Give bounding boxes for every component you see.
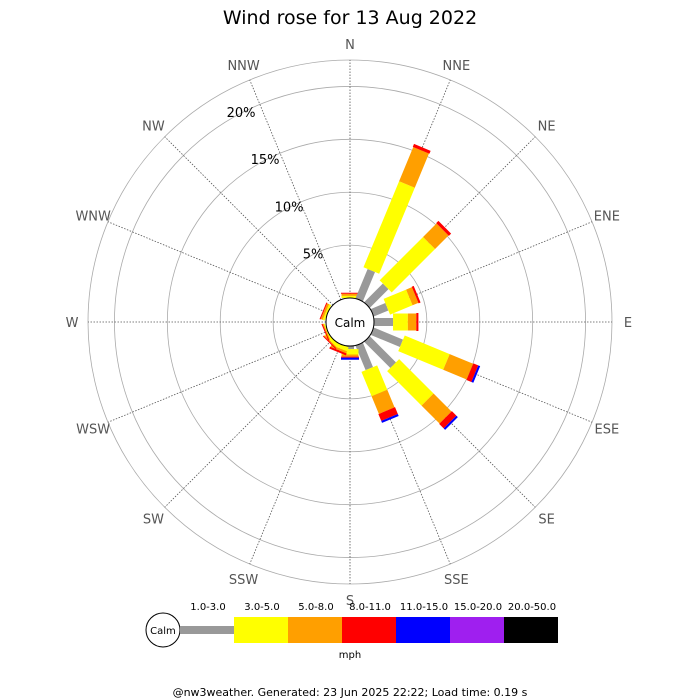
bar-sse-bin-2 [371,389,395,414]
bar-ne-bin-2 [423,223,449,249]
bar-ene-bin-0 [370,303,389,317]
direction-label-wnw: WNW [75,210,111,225]
ring-labels: 5% 10% 15% 20% [227,106,324,262]
direction-label-ne: NE [538,119,556,134]
bar-ne-bin-3 [436,220,452,236]
footer-text: @nw3weather. Generated: 23 Jun 2025 22:2… [173,686,528,699]
legend-swatch-6 [504,617,558,643]
legend-swatch-5 [450,617,504,643]
bar-nne-bin-3 [412,143,431,154]
bar-nne-bin-2 [399,147,429,188]
ring-label-15: 15% [251,153,280,168]
bar-ese-bin-4 [471,365,481,383]
bar-sw-bin-3 [322,335,337,350]
bar-ene-bin-1 [383,289,413,315]
bar-sse-bin-0 [355,342,373,371]
bar-ne-bin-0 [364,283,389,308]
spoke-nnw [249,79,342,300]
ring-5 [272,244,428,400]
legend-label-2: 5.0-8.0 [298,602,333,613]
bar-ssw-bin-3 [329,346,347,356]
direction-label-nnw: NNW [227,59,259,74]
direction-label-ssw: SSW [229,573,259,588]
direction-label-sse: SSE [444,573,469,588]
legend-swatch-0 [180,626,234,634]
direction-label-n: N [345,38,355,53]
calm-center: Calm [325,297,375,347]
bar-se-bin-1 [387,359,434,406]
legend-swatches: 1.0-3.0 3.0-5.0 5.0-8.0 8.0-11.0 11.0-15.0 15… [180,602,558,643]
legend-swatch-3 [342,617,396,643]
bar-sse-bin-4 [381,414,399,423]
bar-ese-bin-0 [370,327,404,348]
direction-label-wsw: WSW [76,422,110,437]
legend: Calm 1.0-3.0 3.0-5.0 5.0-8.0 8.0-11.0 11.0-1… [145,602,558,661]
legend-label-3: 8.0-11.0 [349,602,391,613]
bar-se-bin-2 [421,393,452,424]
direction-label-e: E [624,316,632,331]
spoke-sw [164,338,334,508]
ring-label-20: 20% [227,106,256,121]
direction-label-nw: NW [142,119,165,134]
bar-ene-bin-3 [411,285,421,304]
legend-swatch-4 [396,617,450,643]
spoke-ssw [249,344,342,565]
direction-label-se: SE [538,513,554,528]
bar-ese-bin-2 [443,354,474,380]
bar-se-bin-3 [439,411,457,429]
spoke-wsw [107,330,328,423]
legend-label-6: 20.0-50.0 [508,602,556,613]
legend-label-1: 3.0-5.0 [244,602,279,613]
ring-label-5: 5% [303,247,324,262]
legend-swatch-2 [288,617,342,643]
direction-label-nne: NNE [443,59,471,74]
calm-label: Calm [335,316,366,330]
bar-nne-bin-1 [363,181,415,274]
bar-wnw-bin-2 [320,303,330,320]
legend-calm-label: Calm [150,626,176,637]
wind-bars [319,143,481,430]
bar-se-bin-4 [443,415,458,430]
direction-label-w: W [66,316,79,331]
spoke-nw [164,136,334,306]
legend-unit: mph [339,650,361,661]
bar-sw-bin-1 [324,332,340,348]
direction-label-s: S [346,594,354,609]
bar-ne-bin-1 [379,236,436,293]
calm-circle [325,297,375,347]
legend-label-4: 11.0-15.0 [400,602,448,613]
chart-title: Wind rose for 13 Aug 2022 [223,7,477,29]
direction-label-ene: ENE [594,210,620,225]
bar-ssw-bin-2 [330,344,348,354]
ring-label-10: 10% [275,200,304,215]
bar-ene-bin-2 [406,287,419,306]
legend-swatch-1 [234,617,288,643]
legend-label-0: 1.0-3.0 [190,602,225,613]
bar-se-bin-0 [364,336,396,368]
bar-ese-bin-1 [398,335,450,370]
direction-labels: N NNE NE ENE E ESE SE SSE S SSW SW WSW W WNW NW NNW [66,38,633,609]
bar-sse-bin-3 [378,407,398,421]
direction-label-ese: ESE [594,422,619,437]
bar-ese-bin-3 [466,363,479,383]
bar-ssw-bin-1 [331,340,349,352]
spoke-wnw [107,221,328,314]
bar-nne-bin-0 [355,268,376,302]
legend-label-5: 15.0-20.0 [454,602,502,613]
ring-15 [166,138,534,506]
bar-sw-bin-2 [324,335,337,348]
bar-sse-bin-1 [361,365,388,397]
direction-label-sw: SW [143,513,164,528]
ring-20 [114,86,586,558]
